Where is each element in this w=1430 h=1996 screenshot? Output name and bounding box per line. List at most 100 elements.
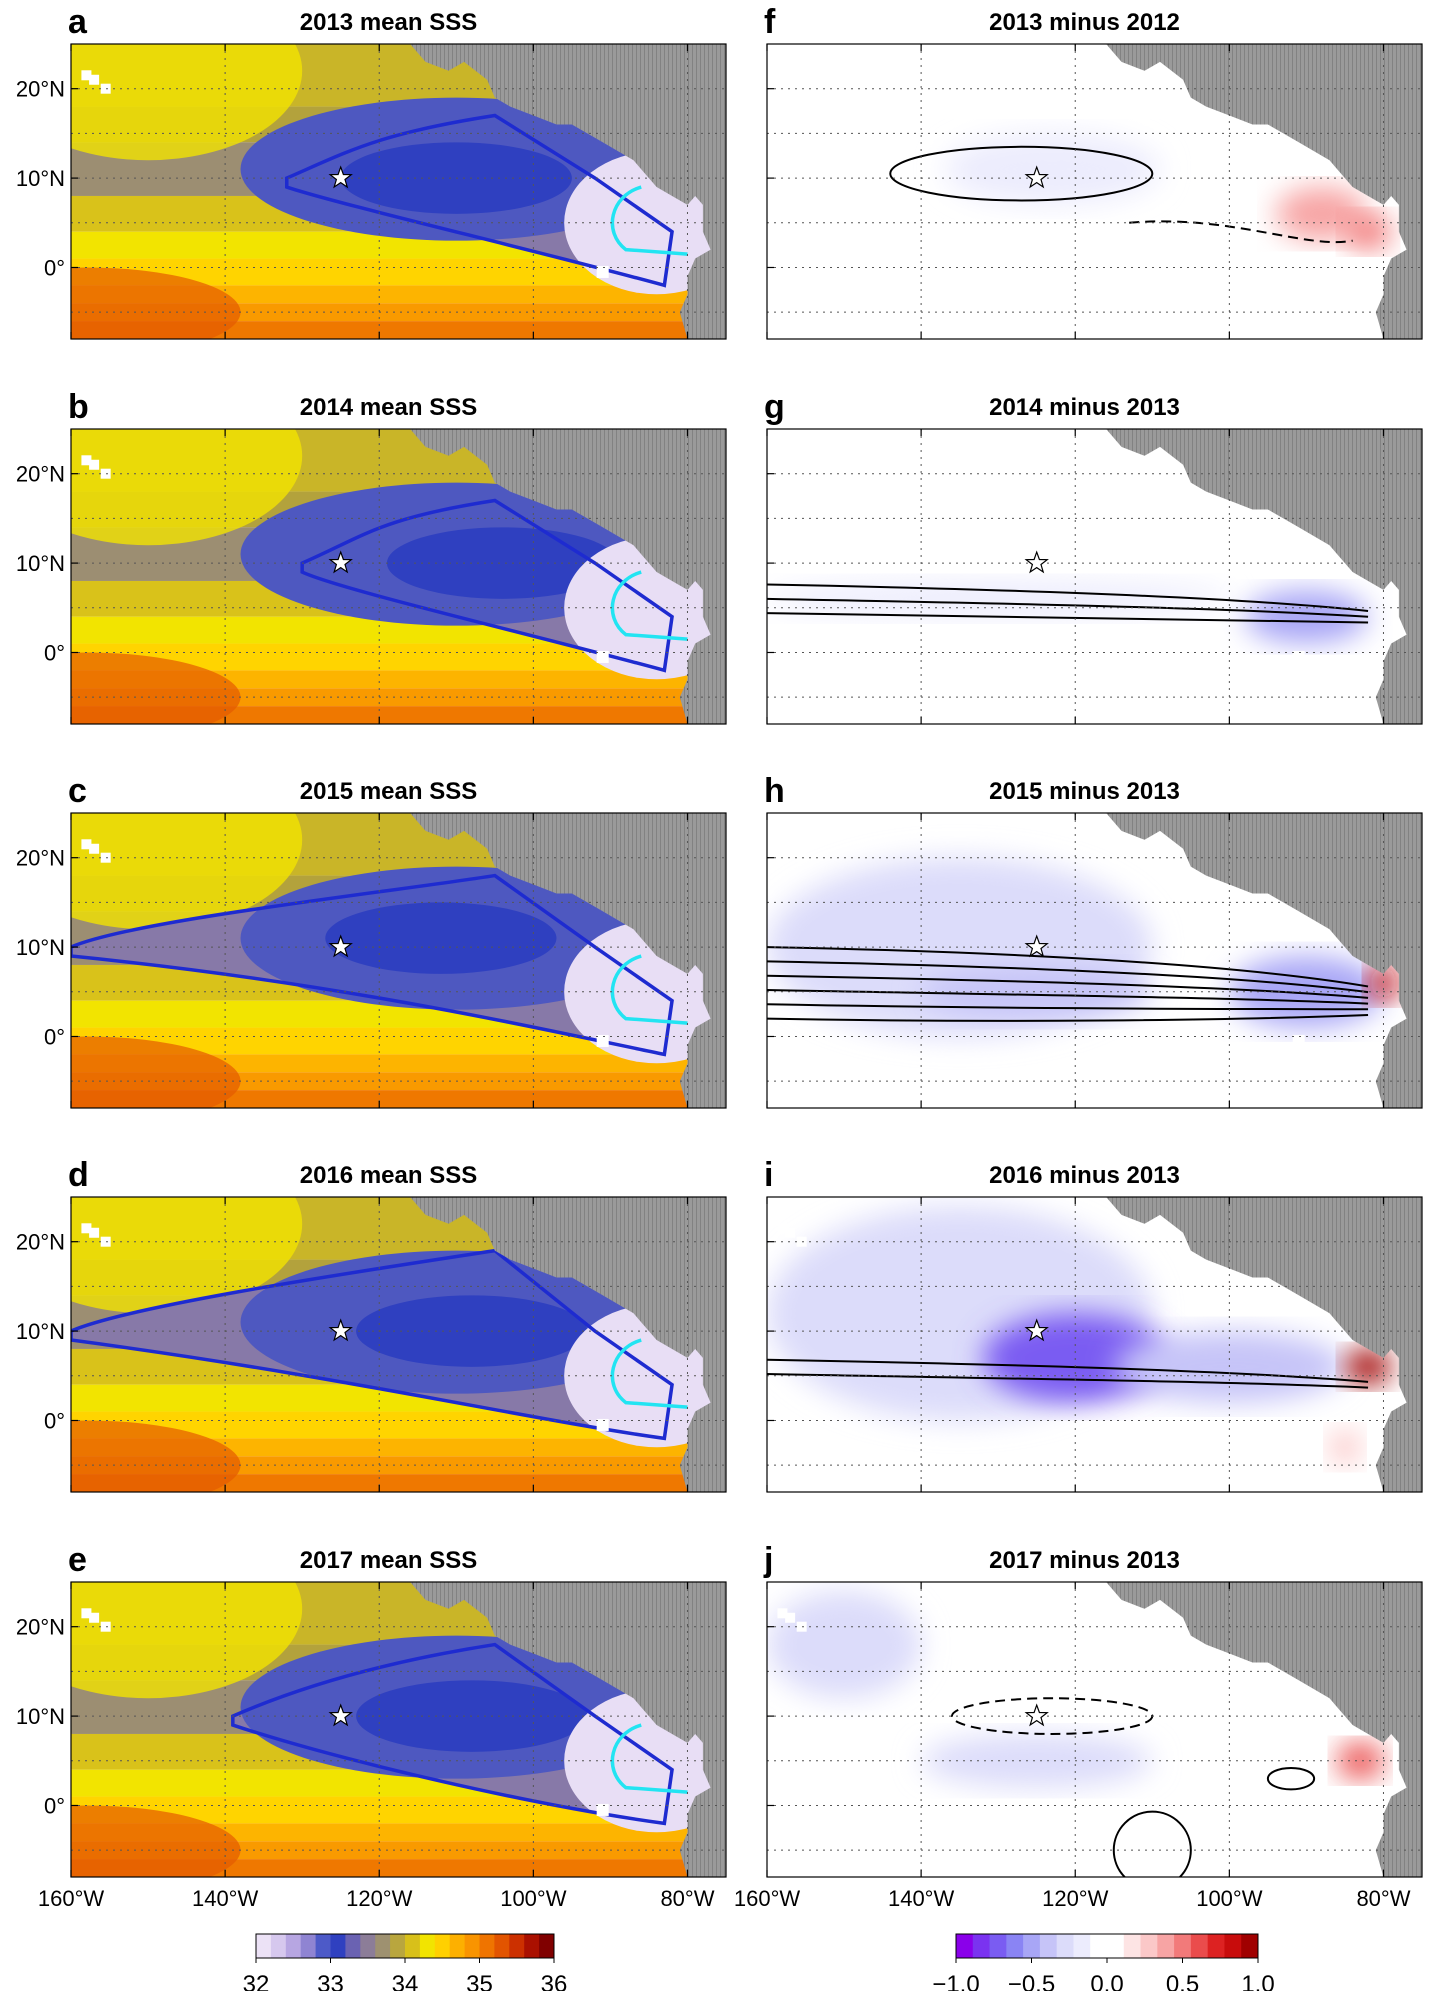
anomaly-contour xyxy=(767,583,1369,613)
land-mexico xyxy=(1244,44,1330,107)
panel-title: 2017 minus 2013 xyxy=(989,1547,1180,1574)
colorbar-swatch xyxy=(405,1934,421,1958)
land-caribbean xyxy=(1352,57,1415,85)
land-galapagos xyxy=(1292,1803,1305,1816)
panel-frame xyxy=(766,43,1423,340)
y-tick-label: 10°N xyxy=(16,1704,65,1729)
x-tick-label: 140°W xyxy=(192,1886,259,1911)
anomaly-contour xyxy=(767,1373,1369,1389)
x-tick-label: 160°W xyxy=(734,1886,801,1911)
colorbar-tick-label: 35 xyxy=(466,1971,493,1991)
land-hawaii xyxy=(89,843,100,854)
sss-33-contour xyxy=(610,954,688,1025)
sss-34-contour xyxy=(285,113,674,288)
panel-d-field xyxy=(71,1197,726,1492)
panel-letter: i xyxy=(764,1156,773,1194)
sss-band xyxy=(71,1582,303,1699)
anomaly-patch xyxy=(921,1733,1153,1788)
panel-f-field xyxy=(767,44,1422,339)
panel-title: 2016 minus 2013 xyxy=(989,1162,1180,1189)
anomaly-contour xyxy=(767,597,1369,618)
anomaly-patch xyxy=(1344,213,1392,250)
land-hawaii xyxy=(81,1608,92,1619)
anomaly-contour xyxy=(767,946,1369,988)
station-star-marker xyxy=(1024,165,1049,189)
anomaly-patch xyxy=(867,446,1053,501)
panel-e-field xyxy=(71,1582,726,1877)
land-americas xyxy=(1106,813,1422,1108)
panel-a-field xyxy=(71,44,726,339)
x-tick-label: 120°W xyxy=(346,1886,413,1911)
station-star-marker xyxy=(328,1703,353,1727)
land-hawaii xyxy=(100,852,111,863)
sss-band xyxy=(71,1474,726,1492)
sss-33-contour xyxy=(610,1338,688,1409)
land-americas xyxy=(410,429,726,724)
panel-title: 2015 minus 2013 xyxy=(989,778,1180,805)
land-hawaii xyxy=(785,74,796,85)
colorbar-swatch xyxy=(1107,1934,1125,1958)
panel-i: 2016 minus 2013 i xyxy=(764,1156,1423,1493)
land-galapagos xyxy=(596,1803,609,1816)
anomaly-patch xyxy=(767,580,1230,617)
colorbar-tick-label: 1.0 xyxy=(1241,1971,1274,1991)
sss-band xyxy=(71,1036,241,1108)
land-mexico xyxy=(548,813,634,876)
panel-i-field xyxy=(767,1197,1422,1492)
difference-colorbar: −1.0 −0.5 0.0 0.5 1.0 xyxy=(932,1933,1275,1996)
y-tick-label: 20°N xyxy=(16,462,65,487)
anomaly-contour-negative xyxy=(1129,220,1353,244)
anomaly-patch xyxy=(1244,589,1369,644)
land-hawaii xyxy=(796,852,807,863)
colorbar-swatch xyxy=(256,1934,272,1958)
colorbar-swatch xyxy=(972,1934,991,1958)
anomaly-patch xyxy=(1275,187,1369,241)
panel-frame xyxy=(766,1581,1423,1878)
sss-band xyxy=(71,429,303,546)
colorbar-tick-label: 0.5 xyxy=(1166,1971,1199,1991)
land-caribbean xyxy=(656,57,719,85)
colorbar-tick-label: 32 xyxy=(243,1971,270,1991)
sss-band xyxy=(71,1438,726,1457)
colorbar-swatch xyxy=(494,1934,510,1958)
colorbar-tick-label: 36 xyxy=(541,1971,568,1991)
anomaly-patch xyxy=(1329,1429,1361,1466)
panel-frame xyxy=(70,43,727,340)
land-hawaii xyxy=(796,83,807,94)
colorbar-swatch xyxy=(1174,1934,1192,1958)
panel-frame xyxy=(70,1581,727,1878)
colorbar-swatch xyxy=(1241,1934,1259,1958)
fresh-pool-core xyxy=(386,527,619,599)
sss-band xyxy=(71,285,726,304)
sss-colorbar: 32 33 34 35 36 xyxy=(243,1933,568,1996)
land-galapagos xyxy=(1292,265,1305,278)
colorbar-swatch xyxy=(1056,1934,1074,1958)
station-star-marker xyxy=(1024,934,1049,958)
land-hawaii xyxy=(100,468,111,479)
land-hawaii xyxy=(785,459,796,470)
station-star-marker xyxy=(328,934,353,958)
colorbar-swatch xyxy=(419,1934,436,1958)
y-tick-label: 0° xyxy=(44,640,65,665)
y-tick-label: 20°N xyxy=(16,846,65,871)
sss-33-contour xyxy=(610,570,688,641)
panel-letter: a xyxy=(68,3,88,41)
colorbar-swatch xyxy=(1006,1934,1024,1958)
colorbar-swatch xyxy=(449,1934,466,1958)
land-americas xyxy=(1106,1197,1422,1492)
land-americas xyxy=(1106,429,1422,724)
land-caribbean xyxy=(656,442,719,470)
anomaly-contour xyxy=(767,960,1369,994)
colorbar-tick-label: −0.5 xyxy=(1008,1971,1055,1991)
colorbar-swatch xyxy=(509,1934,525,1958)
land-mexico xyxy=(1244,1197,1330,1260)
land-caribbean xyxy=(656,1210,719,1238)
land-galapagos xyxy=(596,1418,609,1431)
y-tick-label: 0° xyxy=(44,1408,65,1433)
anomaly-contour xyxy=(767,1003,1369,1011)
y-tick-label: 10°N xyxy=(16,935,65,960)
land-mexico xyxy=(548,429,634,492)
panel-g: 2014 minus 2013 g xyxy=(764,388,1423,725)
colorbar-swatch xyxy=(300,1934,317,1958)
sss-band xyxy=(71,670,726,689)
